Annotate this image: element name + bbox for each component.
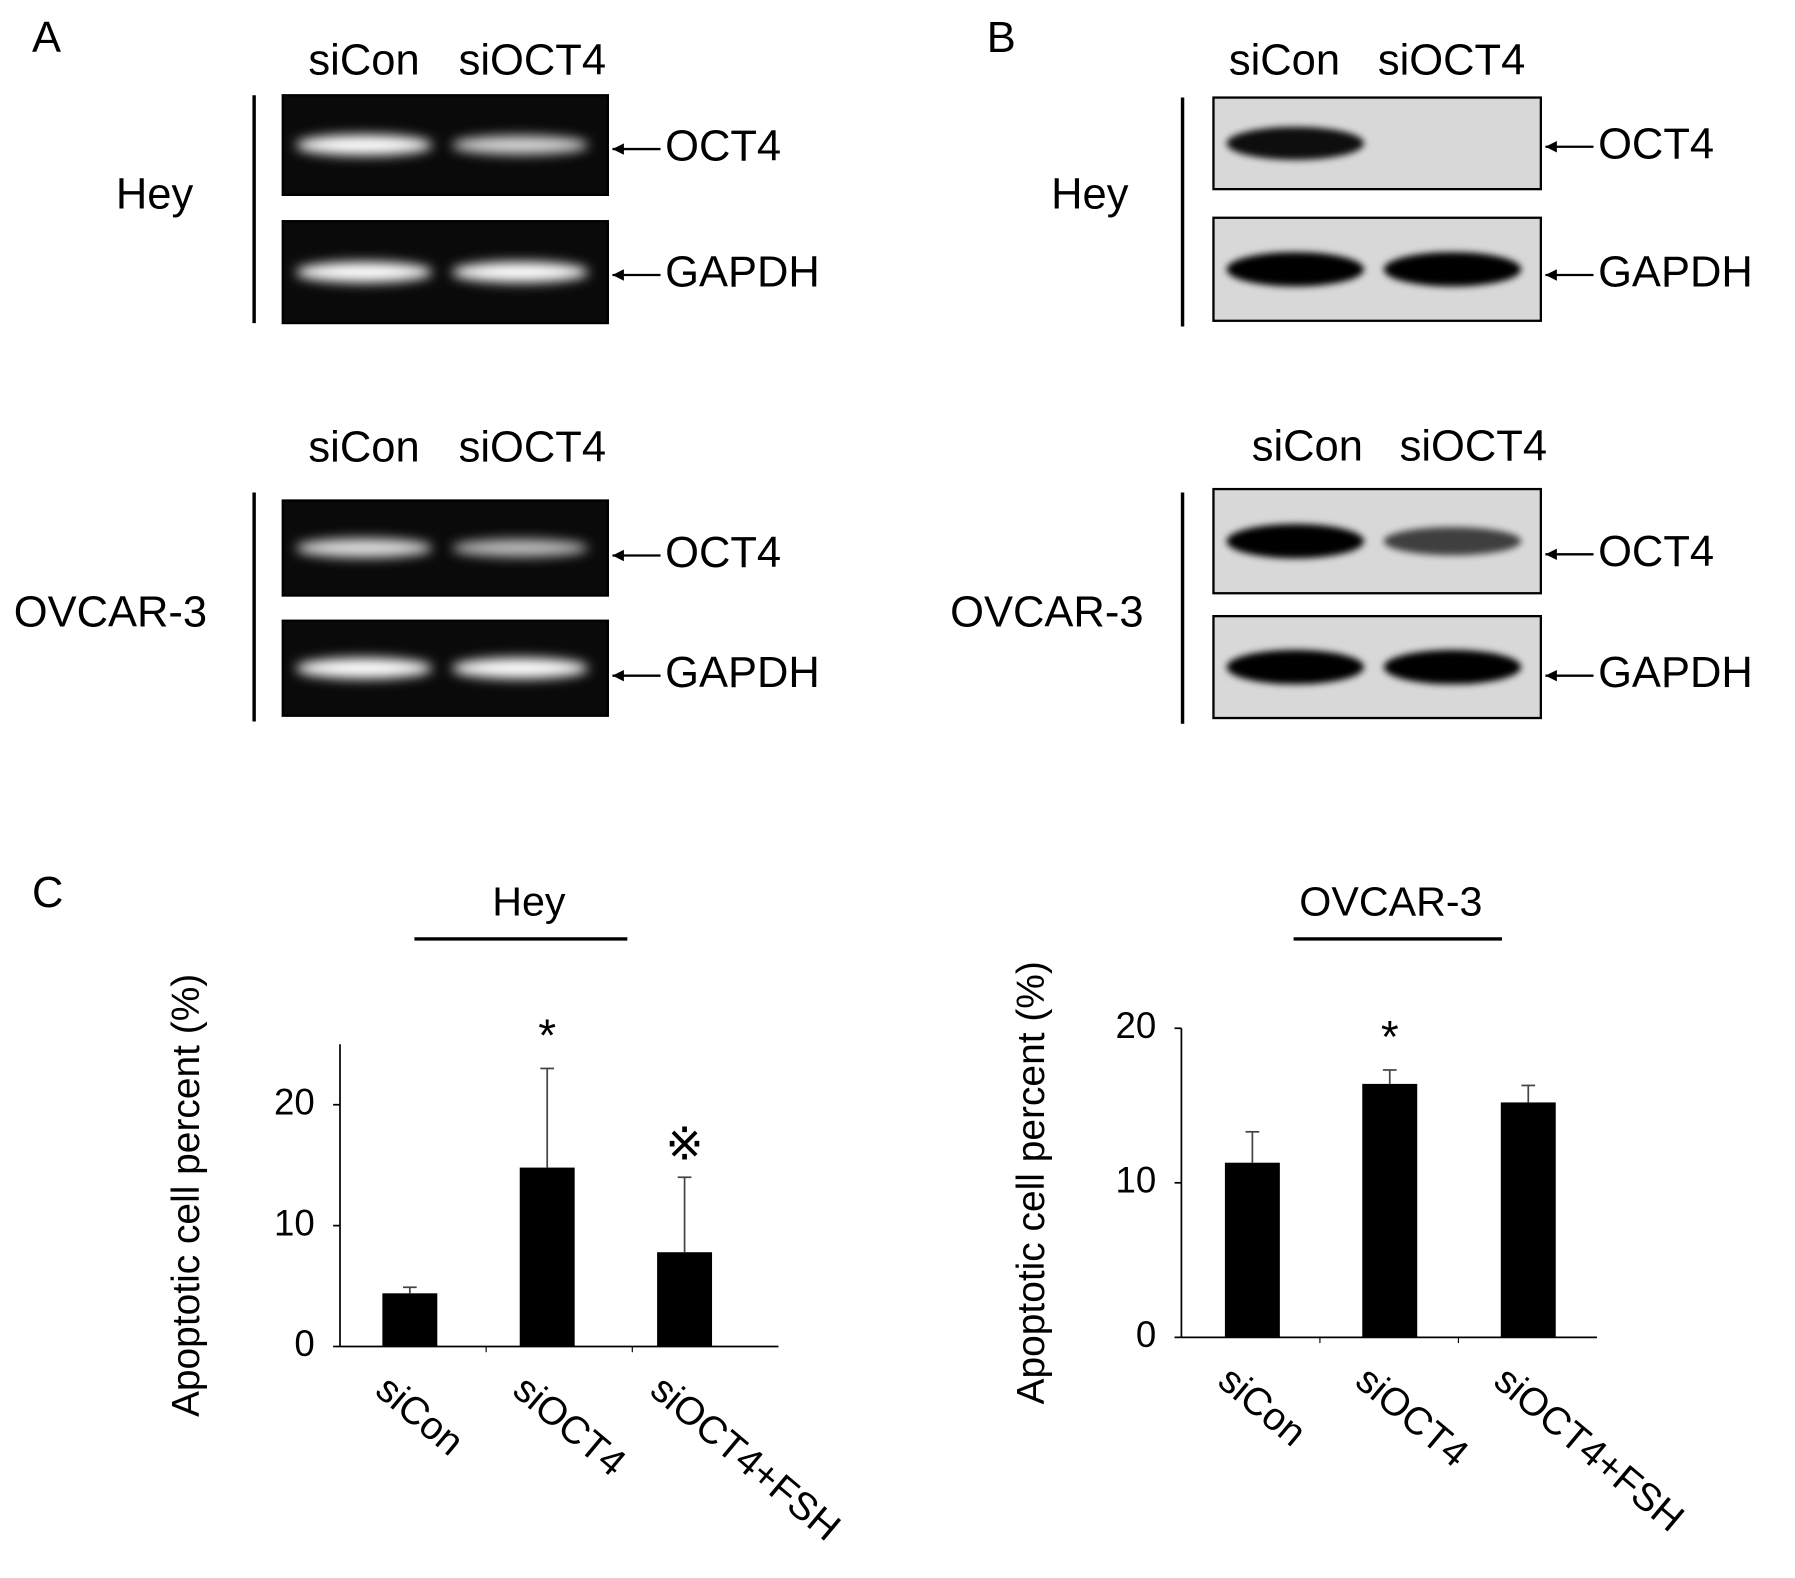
arrow-head — [612, 549, 624, 562]
lane-label: siOCT4 — [459, 424, 606, 472]
band — [295, 657, 433, 679]
x-tick-label: siOCT4+FSH — [1486, 1358, 1692, 1540]
bar — [519, 1167, 575, 1347]
bar — [382, 1293, 438, 1347]
significance-marker: * — [538, 1010, 556, 1061]
y-tick-label: 10 — [274, 1202, 315, 1243]
bar — [1224, 1162, 1280, 1338]
band-label: GAPDH — [1598, 649, 1753, 697]
band — [1383, 649, 1522, 685]
arrow-head — [612, 143, 624, 155]
y-tick-label: 10 — [1115, 1159, 1156, 1200]
lane-label: siCon — [308, 424, 419, 472]
band — [295, 538, 433, 558]
band — [1226, 649, 1365, 685]
band-label: OCT4 — [1598, 528, 1714, 576]
arrow-head — [1545, 669, 1557, 682]
significance-marker: ※ — [665, 1119, 703, 1170]
band — [1383, 527, 1522, 556]
y-tick-label: 0 — [294, 1323, 314, 1364]
x-tick-label: siCon — [368, 1367, 472, 1464]
lane-label: siOCT4 — [459, 37, 606, 85]
band — [1226, 523, 1365, 559]
band-label: GAPDH — [1598, 248, 1753, 296]
band — [1383, 252, 1522, 287]
arrow-head — [612, 269, 624, 281]
x-tick-label: siOCT4 — [1348, 1358, 1477, 1476]
lane-label: siOCT4 — [1378, 37, 1525, 85]
x-tick-label: siOCT4 — [505, 1367, 634, 1485]
panel-label: B — [987, 14, 1016, 62]
band-label: GAPDH — [665, 649, 820, 697]
y-tick-label: 20 — [274, 1081, 315, 1122]
band — [451, 539, 589, 557]
band-label: OCT4 — [665, 123, 781, 171]
bar — [1362, 1083, 1418, 1338]
band — [451, 261, 589, 283]
bar — [1500, 1102, 1556, 1338]
panel-label: A — [32, 14, 61, 62]
y-tick-label: 20 — [1115, 1005, 1156, 1046]
significance-marker: * — [1381, 1011, 1399, 1062]
band — [1226, 252, 1365, 287]
y-axis-label: Apoptotic cell percent (%) — [1010, 961, 1053, 1404]
chart-title: Hey — [492, 879, 566, 925]
lane-label: siCon — [1252, 422, 1363, 470]
chart-title: OVCAR-3 — [1299, 879, 1482, 925]
y-axis-label: Apoptotic cell percent (%) — [165, 974, 208, 1417]
bar — [657, 1252, 713, 1347]
arrow-head — [1545, 141, 1557, 153]
lane-label: siOCT4 — [1400, 422, 1547, 470]
y-tick-label: 0 — [1136, 1314, 1156, 1355]
band — [451, 657, 589, 679]
arrow-head — [612, 669, 624, 682]
lane-label: siCon — [1229, 37, 1340, 85]
cell-line-label: Hey — [116, 171, 194, 219]
x-tick-label: siCon — [1210, 1358, 1314, 1455]
band-label: GAPDH — [665, 248, 820, 296]
band — [451, 135, 589, 155]
band — [1226, 126, 1365, 160]
x-tick-label: siOCT4+FSH — [642, 1367, 848, 1549]
arrow-head — [1545, 269, 1557, 281]
band — [295, 261, 433, 283]
panel-label: C — [32, 869, 63, 917]
band-label: OCT4 — [665, 529, 781, 577]
cell-line-label: OVCAR-3 — [950, 588, 1143, 636]
band — [295, 134, 433, 156]
lane-label: siCon — [308, 37, 419, 85]
cell-line-label: OVCAR-3 — [14, 588, 207, 636]
cell-line-label: Hey — [1051, 171, 1129, 219]
band-label: OCT4 — [1598, 120, 1714, 168]
arrow-head — [1545, 548, 1557, 561]
